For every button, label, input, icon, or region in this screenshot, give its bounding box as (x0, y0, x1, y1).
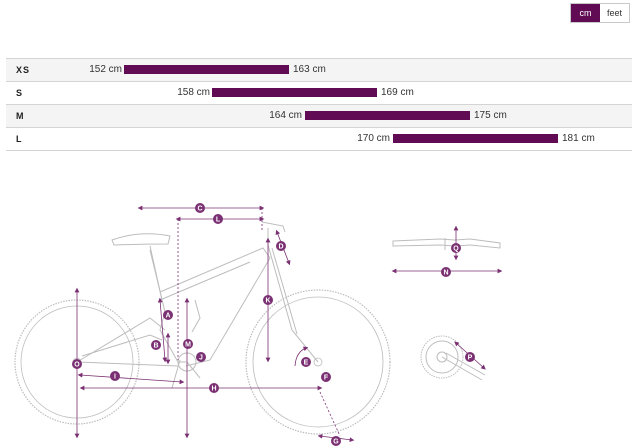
svg-text:D: D (278, 244, 283, 251)
marker-i: I (110, 371, 120, 381)
svg-text:N: N (443, 270, 448, 277)
svg-text:B: B (153, 343, 158, 350)
height-min: 164 cm (269, 110, 302, 121)
marker-b: B (151, 340, 161, 350)
marker-p: P (465, 352, 475, 362)
marker-o: O (72, 359, 82, 369)
svg-text:G: G (333, 439, 339, 446)
size-row-m: M 164 cm 175 cm (6, 105, 632, 128)
height-max: 163 cm (293, 64, 326, 75)
height-range-bar (212, 88, 377, 97)
height-range-bar (393, 134, 558, 143)
svg-text:J: J (199, 355, 203, 362)
handlebar-detail (392, 238, 501, 250)
svg-text:H: H (211, 386, 216, 393)
svg-text:F: F (324, 375, 329, 382)
svg-text:L: L (216, 217, 221, 224)
marker-g: G (331, 436, 341, 446)
size-chart: XS 152 cm 163 cm S 158 cm 169 cm M 164 c… (6, 58, 632, 151)
svg-text:P: P (468, 355, 473, 362)
marker-l: L (213, 214, 223, 224)
bike-geometry-diagram: A B C D E F G H I J K L M N O P Q (14, 203, 503, 446)
height-min: 152 cm (89, 64, 122, 75)
height-max: 181 cm (562, 133, 595, 144)
size-row-s: S 158 cm 169 cm (6, 82, 632, 105)
front-wheel (245, 289, 391, 435)
svg-text:E: E (304, 360, 309, 367)
svg-text:K: K (265, 298, 270, 305)
chainring-detail (420, 335, 486, 381)
unit-feet-button[interactable]: feet (600, 4, 629, 22)
size-row-xs: XS 152 cm 163 cm (6, 59, 632, 82)
unit-cm-button[interactable]: cm (571, 4, 600, 22)
marker-q: Q (451, 243, 461, 253)
marker-n: N (441, 267, 451, 277)
marker-k: K (263, 295, 273, 305)
unit-toggle: cm feet (570, 3, 630, 23)
marker-a: A (163, 310, 173, 320)
size-label: XS (16, 65, 31, 75)
marker-f: F (321, 372, 331, 382)
height-max: 169 cm (381, 87, 414, 98)
height-min: 158 cm (177, 87, 210, 98)
marker-d: D (276, 241, 286, 251)
svg-text:C: C (197, 206, 202, 213)
size-row-l: L 170 cm 181 cm (6, 128, 632, 151)
height-range-bar (124, 65, 289, 74)
svg-text:I: I (114, 374, 116, 381)
svg-text:A: A (165, 313, 170, 320)
marker-m: M (183, 339, 193, 349)
marker-j: J (196, 352, 206, 362)
marker-h: H (209, 383, 219, 393)
height-min: 170 cm (357, 133, 390, 144)
height-max: 175 cm (474, 110, 507, 121)
marker-c: C (195, 203, 205, 213)
svg-text:Q: Q (453, 246, 459, 253)
size-label: S (16, 88, 24, 98)
marker-e: E (301, 357, 311, 367)
size-label: M (16, 111, 25, 121)
height-range-bar (305, 111, 470, 120)
size-label: L (16, 134, 23, 144)
svg-text:M: M (185, 342, 191, 349)
svg-text:O: O (74, 362, 80, 369)
